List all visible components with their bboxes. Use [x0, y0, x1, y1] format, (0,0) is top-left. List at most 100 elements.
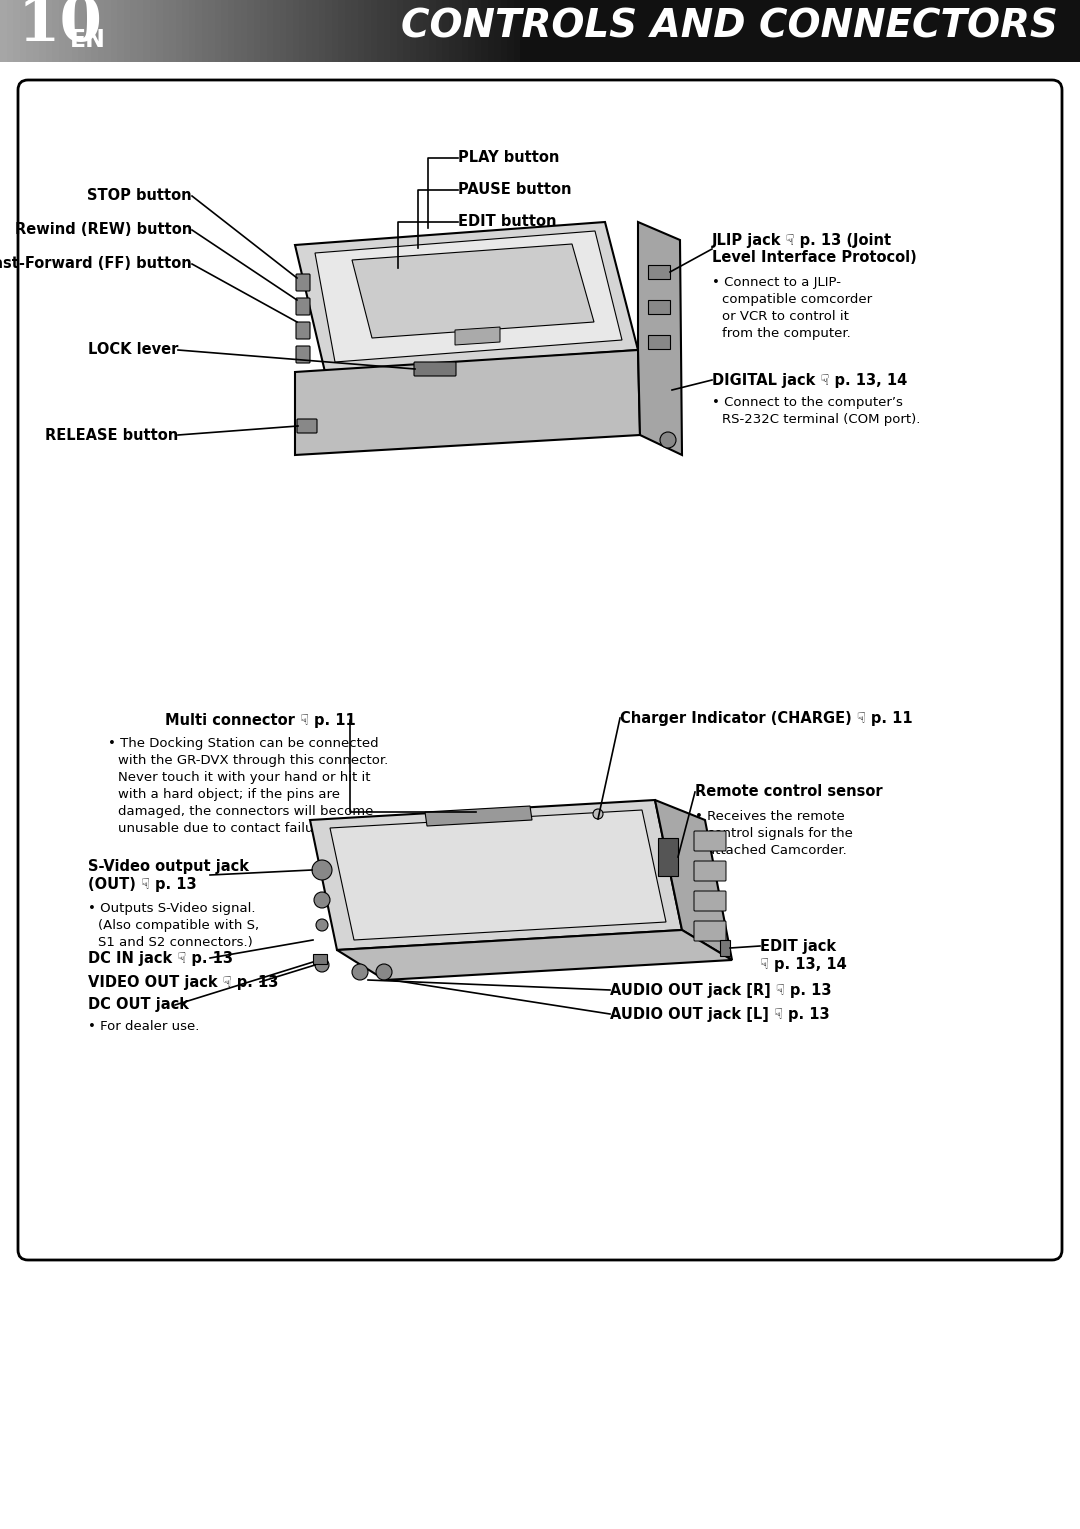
- Text: EDIT jack: EDIT jack: [760, 939, 836, 954]
- Bar: [45, 0, 53, 63]
- Polygon shape: [654, 800, 732, 960]
- Text: S1 and S2 connectors.): S1 and S2 connectors.): [98, 936, 253, 950]
- Bar: [183, 0, 189, 63]
- Bar: [208, 0, 216, 63]
- Bar: [168, 0, 176, 63]
- Text: unusable due to contact failure.: unusable due to contact failure.: [118, 823, 332, 835]
- Bar: [175, 0, 183, 63]
- Bar: [280, 0, 287, 63]
- Bar: [319, 0, 326, 63]
- Text: • Receives the remote: • Receives the remote: [696, 810, 845, 823]
- Text: CONTROLS AND CONNECTORS: CONTROLS AND CONNECTORS: [401, 8, 1058, 44]
- Bar: [474, 0, 482, 63]
- Bar: [58, 0, 66, 63]
- Bar: [162, 0, 170, 63]
- Bar: [136, 0, 144, 63]
- Circle shape: [376, 963, 392, 980]
- Bar: [234, 0, 242, 63]
- Bar: [71, 0, 79, 63]
- Bar: [241, 0, 248, 63]
- Bar: [720, 940, 730, 956]
- Bar: [189, 0, 195, 63]
- Bar: [468, 0, 475, 63]
- Text: damaged, the connectors will become: damaged, the connectors will become: [118, 804, 374, 818]
- Bar: [351, 0, 359, 63]
- Bar: [78, 0, 85, 63]
- Circle shape: [316, 919, 328, 931]
- Text: EN: EN: [70, 28, 106, 52]
- Text: AUDIO OUT jack [L] ☟ p. 13: AUDIO OUT jack [L] ☟ p. 13: [610, 1006, 829, 1021]
- Text: EDIT button: EDIT button: [458, 214, 556, 229]
- Text: Fast-Forward (FF) button: Fast-Forward (FF) button: [0, 257, 192, 272]
- Polygon shape: [455, 327, 500, 346]
- Bar: [648, 335, 670, 349]
- Bar: [494, 0, 501, 63]
- Circle shape: [352, 963, 368, 980]
- Bar: [273, 0, 281, 63]
- Text: with the GR-DVX through this connector.: with the GR-DVX through this connector.: [118, 754, 388, 768]
- Text: Rewind (REW) button: Rewind (REW) button: [15, 223, 192, 237]
- FancyBboxPatch shape: [297, 419, 318, 433]
- Text: DIGITAL jack ☟ p. 13, 14: DIGITAL jack ☟ p. 13, 14: [712, 373, 907, 387]
- Bar: [97, 0, 105, 63]
- FancyBboxPatch shape: [694, 920, 726, 940]
- Text: JLIP jack ☟ p. 13 (Joint: JLIP jack ☟ p. 13 (Joint: [712, 232, 892, 248]
- Bar: [299, 0, 307, 63]
- Bar: [416, 0, 423, 63]
- Bar: [377, 0, 384, 63]
- Bar: [13, 0, 21, 63]
- Bar: [442, 0, 449, 63]
- Bar: [648, 300, 670, 313]
- Polygon shape: [295, 350, 640, 456]
- Bar: [364, 0, 372, 63]
- Bar: [286, 0, 294, 63]
- FancyBboxPatch shape: [18, 80, 1062, 1260]
- Bar: [123, 0, 131, 63]
- Bar: [658, 838, 678, 876]
- Text: • The Docking Station can be connected: • The Docking Station can be connected: [108, 737, 379, 751]
- Text: DC OUT jack: DC OUT jack: [87, 997, 189, 1012]
- Bar: [117, 0, 124, 63]
- FancyBboxPatch shape: [296, 323, 310, 339]
- Text: VIDEO OUT jack ☟ p. 13: VIDEO OUT jack ☟ p. 13: [87, 974, 279, 989]
- Bar: [293, 0, 300, 63]
- Bar: [221, 0, 229, 63]
- Bar: [396, 0, 404, 63]
- Bar: [52, 0, 59, 63]
- Text: Level Interface Protocol): Level Interface Protocol): [712, 251, 917, 266]
- Bar: [0, 0, 8, 63]
- Text: RELEASE button: RELEASE button: [44, 428, 178, 442]
- Bar: [6, 0, 14, 63]
- Bar: [130, 0, 137, 63]
- Text: Remote control sensor: Remote control sensor: [696, 784, 882, 800]
- Bar: [32, 0, 40, 63]
- Text: with a hard object; if the pins are: with a hard object; if the pins are: [118, 787, 340, 801]
- Polygon shape: [337, 930, 732, 980]
- Bar: [110, 0, 118, 63]
- FancyBboxPatch shape: [694, 891, 726, 911]
- Polygon shape: [310, 800, 681, 950]
- Bar: [325, 0, 333, 63]
- Bar: [455, 0, 462, 63]
- Text: PAUSE button: PAUSE button: [458, 182, 571, 197]
- Bar: [429, 0, 436, 63]
- Bar: [390, 0, 397, 63]
- Bar: [332, 0, 339, 63]
- Bar: [312, 0, 320, 63]
- Text: (Also compatible with S,: (Also compatible with S,: [98, 919, 259, 933]
- Bar: [500, 0, 508, 63]
- Text: • Connect to a JLIP-: • Connect to a JLIP-: [712, 277, 841, 289]
- Bar: [39, 0, 46, 63]
- Bar: [338, 0, 346, 63]
- Bar: [519, 0, 1080, 63]
- Circle shape: [660, 433, 676, 448]
- FancyBboxPatch shape: [414, 362, 456, 376]
- Bar: [195, 0, 203, 63]
- Bar: [435, 0, 443, 63]
- Bar: [409, 0, 417, 63]
- FancyBboxPatch shape: [694, 861, 726, 881]
- Text: DC IN jack ☟ p. 13: DC IN jack ☟ p. 13: [87, 951, 233, 965]
- Text: • For dealer use.: • For dealer use.: [87, 1020, 200, 1034]
- Bar: [487, 0, 495, 63]
- Text: control signals for the: control signals for the: [707, 827, 853, 839]
